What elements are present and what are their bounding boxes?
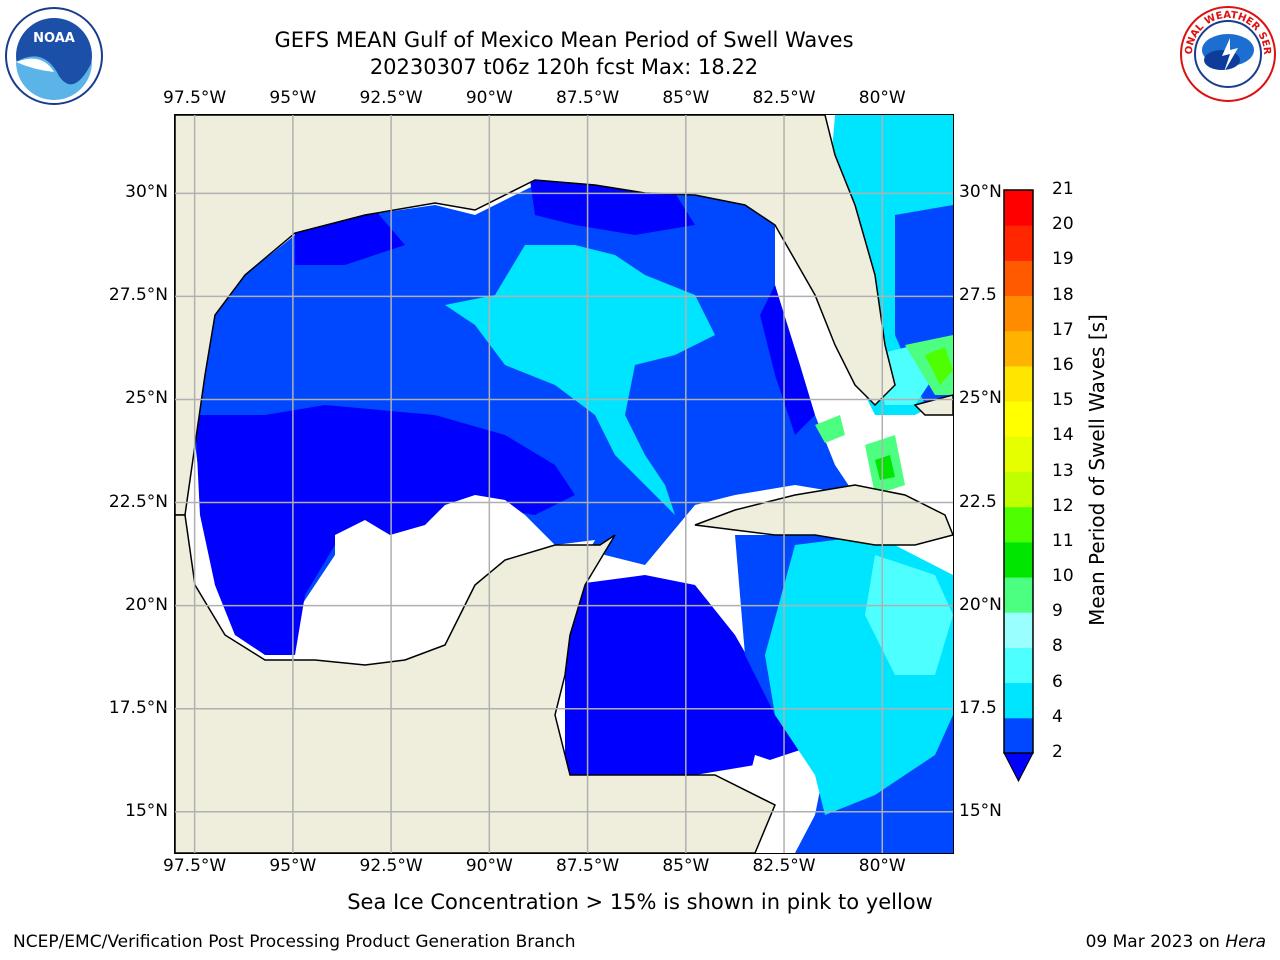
colorbar-cell [1004,506,1033,543]
footer-credit: NCEP/EMC/Verification Post Processing Pr… [13,932,576,952]
colorbar-cell [1004,330,1033,367]
colorbar-cell [1004,190,1033,226]
colorbar-tick-label: 15 [1052,390,1074,411]
colorbar-tick-label: 20 [1052,214,1074,235]
longitude-tick-label: 97.5°W [163,856,227,876]
colorbar-cell [1004,436,1033,472]
graticule [175,115,953,853]
colorbar-tick-label: 14 [1052,425,1074,446]
latitude-tick-label: 17.5°N [108,697,168,718]
colorbar-cell [1004,612,1033,648]
latitude-tick-label: 25°N [125,388,168,409]
colorbar-extend-triangle [1003,752,1034,783]
longitude-tick-label: 85°W [662,856,710,876]
latitude-tick-label-right: 27.5 [959,285,997,306]
longitude-tick-label: 95°W [269,88,317,108]
latitude-tick-label: 22.5°N [108,491,168,512]
colorbar-tick-label: 8 [1052,636,1063,657]
colorbar-tick-label: 6 [1052,671,1063,692]
colorbar [1003,189,1034,783]
footer-date-text: 09 Mar 2023 on [1085,932,1220,952]
colorbar-tick-label: 4 [1052,706,1063,727]
colorbar-cell [1004,471,1033,508]
longitude-tick-label: 92.5°W [359,856,423,876]
latitude-tick-label: 27.5°N [108,285,168,306]
colorbar-cell [1004,401,1033,437]
gulf-of-mexico-map[interactable] [175,115,953,853]
colorbar-tick-label: 17 [1052,319,1074,340]
longitude-tick-label: 92.5°W [359,88,423,108]
sea-ice-note: Sea Ice Concentration > 15% is shown in … [347,890,933,914]
colorbar-cell [1004,260,1033,297]
longitude-tick-label: 80°W [858,88,906,108]
chart-title: GEFS MEAN Gulf of Mexico Mean Period of … [274,28,854,52]
colorbar-cell [1004,577,1033,613]
longitude-tick-label: 90°W [465,88,513,108]
chart-subtitle: 20230307 t06z 120h fcst Max: 18.22 [369,55,759,79]
colorbar-cell [1004,647,1033,684]
longitude-tick-label: 82.5°W [752,856,816,876]
colorbar-tick-label: 19 [1052,249,1074,270]
longitude-tick-label: 87.5°W [555,856,620,876]
colorbar-tick-label: 9 [1052,601,1063,622]
latitude-tick-label-right: 30°N [959,182,1002,203]
longitude-tick-label: 95°W [269,856,317,876]
colorbar-cell [1004,682,1033,719]
latitude-tick-label: 30°N [125,182,168,203]
colorbar-cell [1004,295,1033,332]
footer-date: 09 Mar 2023 on Hera [1086,932,1266,952]
colorbar-tick-label: 12 [1052,495,1074,516]
latitude-tick-label: 15°N [125,800,168,821]
noaa-logo-text: NOAA [33,31,75,46]
latitude-tick-label-right: 20°N [959,594,1002,615]
longitude-tick-label: 97.5°W [163,88,227,108]
colorbar-outline [1003,189,1034,754]
colorbar-tick-label: 11 [1052,530,1074,551]
longitude-tick-label: 90°W [465,856,513,876]
colorbar-tick-label: 10 [1052,566,1074,587]
longitude-tick-label: 87.5°W [555,88,620,108]
longitude-tick-label: 82.5°W [752,88,816,108]
footer-machine: Hera [1225,932,1266,952]
latitude-tick-label: 20°N [125,594,168,615]
latitude-tick-label-right: 25°N [959,388,1002,409]
colorbar-tick-label: 2 [1052,742,1063,762]
colorbar-cell [1004,717,1033,754]
colorbar-cell [1004,365,1033,402]
colorbar-tick-label: 13 [1052,460,1074,481]
colorbar-tick-label: 16 [1052,354,1074,375]
colorbar-title: Mean Period of Swell Waves [s] [1085,314,1109,626]
longitude-tick-label: 80°W [858,856,906,876]
colorbar-cell [1004,541,1033,578]
longitude-tick-label: 85°W [662,88,710,108]
latitude-tick-label-right: 22.5 [959,491,997,512]
national-weather-service-logo: NATIONAL WEATHER SERVICE [1178,4,1276,102]
latitude-tick-label-right: 15°N [959,800,1002,821]
latitude-tick-label-right: 17.5 [959,697,997,718]
colorbar-cell [1004,225,1033,261]
noaa-logo: NOAA [5,7,103,105]
colorbar-tick-label: 18 [1052,284,1074,305]
colorbar-tick-label: 21 [1052,179,1074,199]
